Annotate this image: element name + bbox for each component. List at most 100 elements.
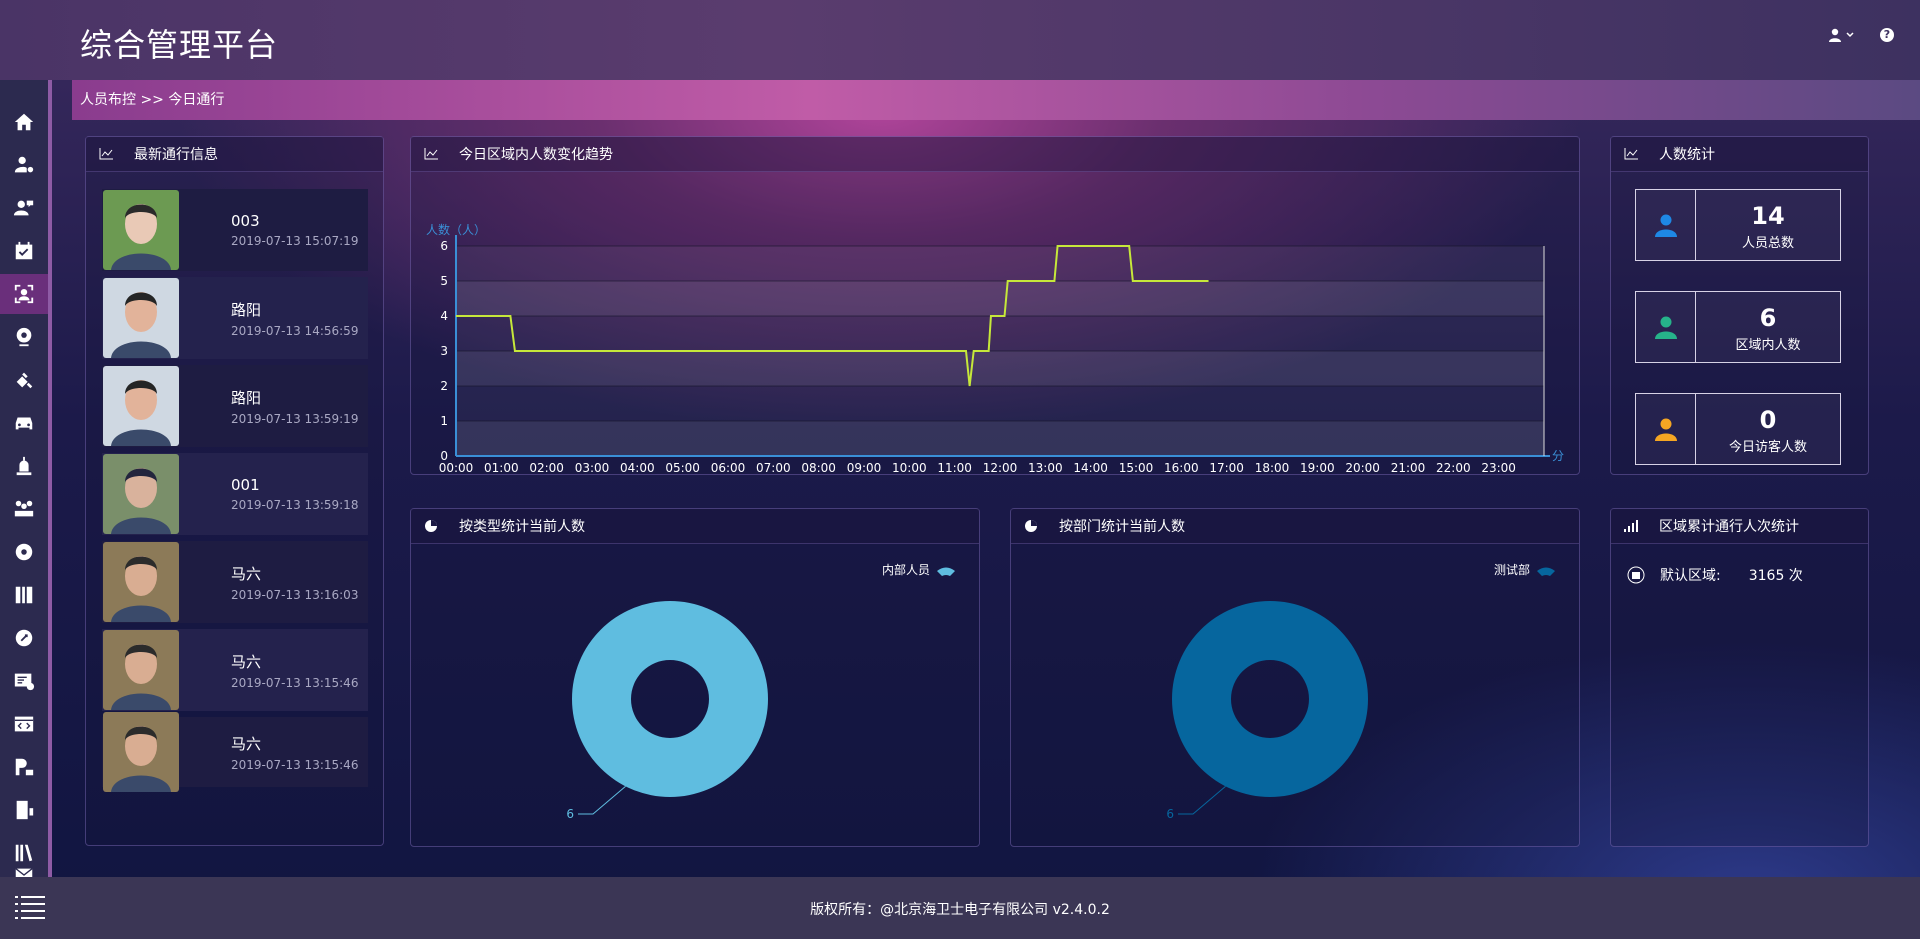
list-item[interactable]: 马六 2019-07-13 13:15:46 [102,629,368,711]
person-name: 003 [231,212,260,230]
satellite-icon[interactable] [0,360,48,400]
y-tick-label: 5 [440,274,448,288]
stat-value: 6 [1759,304,1777,332]
person-photo [103,630,179,710]
zone-value: 3165 次 [1748,568,1803,584]
home-icon[interactable] [0,102,48,142]
pie-chart-icon [423,518,439,534]
type-donut-chart: 6 内部人员 [566,562,955,821]
slice-value-label: 6 [566,807,574,821]
stat-label: 今日访客人数 [1728,440,1807,455]
calendar-check-icon[interactable] [0,231,48,271]
user-settings-icon[interactable] [0,145,48,185]
panel-title: 按部门统计当前人数 [1059,519,1185,535]
list-item[interactable]: 马六 2019-07-13 13:15:46 [102,712,368,792]
person-time: 2019-07-13 13:59:18 [231,498,359,512]
person-icon [1654,316,1677,339]
x-tick-label: 22:00 [1436,461,1471,473]
x-tick-label: 01:00 [484,461,519,473]
user-chat-icon[interactable] [0,188,48,228]
x-tick-label: 00:00 [439,461,474,473]
copyright: 版权所有：@北京海卫士电子有限公司 v2.4.0.2 [810,902,1110,918]
grid-band [456,246,1544,281]
x-tick-label: 21:00 [1391,461,1426,473]
panel-title: 人数统计 [1659,147,1715,163]
donut-slice [572,601,768,797]
person-time: 2019-07-13 15:07:19 [231,234,359,248]
person-time: 2019-07-13 13:15:46 [231,757,359,772]
stat-card-visitors: 0 今日访客人数 [1635,393,1841,465]
line-chart-icon [98,146,114,162]
series-line [456,245,1209,387]
face-recognition-icon[interactable] [0,274,48,314]
x-tick-label: 12:00 [983,461,1018,473]
y-tick-label: 1 [440,414,448,428]
list-item[interactable]: 路阳 2019-07-13 13:59:19 [102,365,368,447]
wrench-icon[interactable] [0,575,48,615]
person-name: 路阳 [231,300,262,319]
grid-band [456,316,1544,351]
slice-value-label: 6 [1166,807,1174,821]
alarm-icon[interactable] [0,446,48,486]
group-icon[interactable] [0,489,48,529]
grid-band [456,281,1544,316]
x-tick-label: 02:00 [529,461,564,473]
books-icon[interactable] [0,833,48,873]
help-icon[interactable]: ? [1880,28,1894,42]
x-axis-label: 分 [1552,449,1564,463]
x-tick-label: 07:00 [756,461,791,473]
person-time: 2019-07-13 14:56:59 [231,323,359,338]
sidebar [0,80,50,877]
person-name: 马六 [231,564,262,583]
grid-band [456,421,1544,456]
list-item[interactable]: 003 2019-07-13 15:07:19 [102,189,368,271]
person-time: 2019-07-13 13:16:03 [231,587,359,602]
stat-label: 区域内人数 [1735,338,1801,353]
panel-title: 最新通行信息 [134,147,218,163]
camera-icon[interactable] [0,317,48,357]
parking-icon[interactable] [0,747,48,787]
user-menu[interactable] [1828,28,1854,42]
by-type-panel: 按类型统计当前人数 6 内部人员 [410,508,980,847]
x-tick-label: 05:00 [665,461,700,473]
x-tick-label: 23:00 [1481,461,1516,473]
id-card-gear-icon[interactable] [0,618,48,658]
legend-label: 测试部 [1494,562,1530,577]
car-icon[interactable] [0,403,48,443]
panel-title: 按类型统计当前人数 [459,519,585,535]
footer: 版权所有：@北京海卫士电子有限公司 v2.4.0.2 [0,877,1920,939]
list-item[interactable]: 路阳 2019-07-13 14:56:59 [102,277,368,359]
code-window-icon[interactable] [0,661,48,701]
list-item[interactable]: 马六 2019-07-13 13:16:03 [102,541,368,623]
x-tick-label: 08:00 [801,461,836,473]
door-icon[interactable] [0,790,48,830]
sidebar-scrollbar[interactable] [48,80,52,877]
person-time: 2019-07-13 13:15:46 [231,675,359,690]
menu-list-icon[interactable] [15,895,45,925]
donut-slice [1172,601,1368,797]
browser-code-icon[interactable] [0,704,48,744]
list-item[interactable]: 001 2019-07-13 13:59:18 [102,453,368,535]
y-tick-label: 2 [440,379,448,393]
stat-card-in-zone: 6 区域内人数 [1635,291,1841,363]
person-time: 2019-07-13 13:59:19 [231,411,359,426]
dept-donut-chart: 6 测试部 [1166,562,1555,821]
building-icon [1627,566,1645,584]
x-tick-label: 04:00 [620,461,655,473]
panel-title: 今日区域内人数变化趋势 [459,147,613,163]
shield-gear-icon[interactable] [0,532,48,572]
x-tick-label: 13:00 [1028,461,1063,473]
person-name: 001 [231,476,260,494]
legend-swatch [937,567,955,576]
breadcrumb: 人员布控 >> 今日通行 [72,80,1920,120]
mail-icon[interactable] [0,860,48,877]
x-tick-label: 20:00 [1345,461,1380,473]
x-tick-label: 09:00 [847,461,882,473]
grid-band [456,351,1544,386]
line-chart-icon [1623,146,1639,162]
x-tick-label: 14:00 [1073,461,1108,473]
person-photo [103,712,179,792]
x-tick-label: 03:00 [575,461,610,473]
user-icon [1829,28,1841,42]
y-tick-label: 0 [440,449,448,463]
